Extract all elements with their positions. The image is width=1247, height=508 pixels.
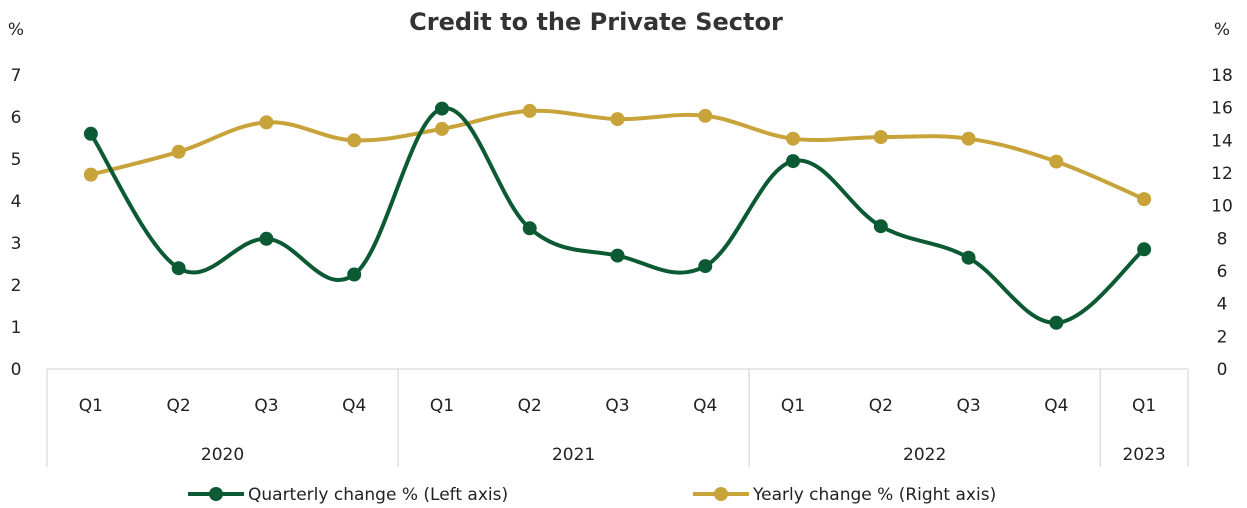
data-point <box>1137 242 1152 257</box>
legend-swatch-marker <box>209 487 223 501</box>
left-axis-tick-label: 7 <box>11 66 22 86</box>
series-yearly <box>83 103 1152 207</box>
left-axis-tick-label: 0 <box>11 360 22 380</box>
data-point <box>522 103 537 118</box>
right-axis-unit: % <box>1214 20 1230 40</box>
category-label: Q2 <box>869 396 893 416</box>
year-labels: 2020 2021 2022 2023 <box>201 445 1166 465</box>
left-axis-tick-label: 5 <box>11 150 22 170</box>
year-label: 2020 <box>201 445 244 465</box>
left-axis-tick-label: 3 <box>11 234 22 254</box>
right-axis-tick-label: 6 <box>1217 262 1228 282</box>
legend-label: Quarterly change % (Left axis) <box>248 485 508 505</box>
data-point <box>259 115 274 130</box>
chart-title: Credit to the Private Sector <box>409 8 783 36</box>
data-point <box>1049 315 1064 330</box>
series-layer <box>83 101 1152 330</box>
data-point <box>610 248 625 263</box>
right-axis-tick-label: 12 <box>1211 164 1233 184</box>
data-point <box>786 154 801 169</box>
left-axis-tick-label: 4 <box>11 192 22 212</box>
category-label: Q3 <box>254 396 278 416</box>
category-label: Q4 <box>342 396 366 416</box>
year-label: 2022 <box>903 445 946 465</box>
category-label: Q1 <box>781 396 805 416</box>
data-point <box>171 261 186 276</box>
category-label: Q3 <box>605 396 629 416</box>
category-labels: Q1 Q2 Q3 Q4 Q1 Q2 Q3 Q4 Q1 Q2 Q3 Q4 Q1 <box>79 396 1156 416</box>
data-point <box>961 131 976 146</box>
data-point <box>434 121 449 136</box>
axes <box>46 368 1189 467</box>
right-axis-tick-label: 18 <box>1211 66 1233 86</box>
legend-label: Yearly change % (Right axis) <box>752 485 996 505</box>
category-label: Q2 <box>167 396 191 416</box>
year-label: 2023 <box>1122 445 1165 465</box>
left-axis-tick-label: 2 <box>11 276 22 296</box>
right-axis-tick-label: 10 <box>1211 197 1233 217</box>
data-point <box>83 126 98 141</box>
data-point <box>1137 192 1152 207</box>
legend-item: Yearly change % (Right axis) <box>693 485 996 505</box>
right-axis-tick-label: 4 <box>1217 295 1228 315</box>
data-point <box>1049 154 1064 169</box>
right-axis-tick-label: 14 <box>1211 131 1233 151</box>
category-label: Q3 <box>956 396 980 416</box>
data-point <box>873 130 888 145</box>
data-point <box>873 219 888 234</box>
data-point <box>347 133 362 148</box>
right-axis-tick-label: 0 <box>1217 360 1228 380</box>
left-axis-unit: % <box>8 20 24 40</box>
data-point <box>522 221 537 236</box>
data-point <box>786 131 801 146</box>
data-point <box>434 101 449 116</box>
left-axis-tick-label: 1 <box>11 318 22 338</box>
data-point <box>83 167 98 182</box>
left-axis-ticks: 0 1 2 3 4 5 6 7 <box>11 66 22 380</box>
legend: Quarterly change % (Left axis) Yearly cha… <box>188 485 996 505</box>
data-point <box>698 259 713 274</box>
data-point <box>698 108 713 123</box>
right-axis-tick-label: 16 <box>1211 99 1233 119</box>
year-label: 2021 <box>552 445 595 465</box>
category-label: Q4 <box>693 396 717 416</box>
category-label: Q1 <box>430 396 454 416</box>
right-axis-tick-label: 8 <box>1217 229 1228 249</box>
right-axis-tick-label: 2 <box>1217 327 1228 347</box>
data-point <box>961 250 976 265</box>
category-label: Q2 <box>518 396 542 416</box>
legend-item: Quarterly change % (Left axis) <box>188 485 508 505</box>
left-axis-tick-label: 6 <box>11 108 22 128</box>
data-point <box>347 267 362 282</box>
category-label: Q1 <box>1132 396 1156 416</box>
data-point <box>610 112 625 127</box>
series-quarterly <box>83 101 1152 330</box>
legend-swatch-marker <box>714 487 728 501</box>
data-point <box>171 144 186 159</box>
data-point <box>259 231 274 246</box>
right-axis-ticks: 0 2 4 6 8 10 12 14 16 18 <box>1211 66 1233 380</box>
category-label: Q1 <box>79 396 103 416</box>
category-label: Q4 <box>1044 396 1068 416</box>
